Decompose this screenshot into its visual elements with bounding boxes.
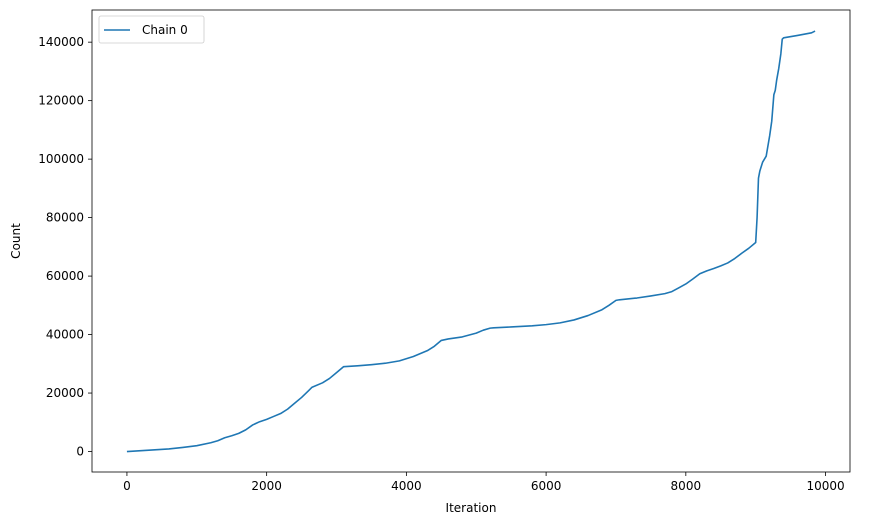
y-tick-label: 40000 <box>46 328 84 342</box>
x-axis-label: Iteration <box>446 501 497 515</box>
x-tick-label: 6000 <box>531 479 562 493</box>
y-tick-label: 60000 <box>46 269 84 283</box>
legend: Chain 0 <box>98 15 205 44</box>
y-tick-label: 140000 <box>38 35 84 49</box>
x-tick-label: 2000 <box>251 479 282 493</box>
legend-box <box>98 15 205 44</box>
y-tick-label: 20000 <box>46 386 84 400</box>
x-tick-label: 8000 <box>671 479 702 493</box>
legend-label-chain-0: Chain 0 <box>142 23 188 37</box>
plot-area <box>92 10 850 472</box>
y-tick-label: 80000 <box>46 211 84 225</box>
y-tick-label: 120000 <box>38 94 84 108</box>
y-tick-label: 0 <box>76 445 84 459</box>
y-axis-ticks: 0 20000 40000 60000 80000 100000 120000 140000 <box>38 35 92 459</box>
y-axis-label: Count <box>9 223 23 259</box>
plot-frame <box>91 9 851 473</box>
y-tick-label: 100000 <box>38 152 84 166</box>
series-line-chain-0 <box>126 30 816 453</box>
x-tick-label: 10000 <box>806 479 844 493</box>
x-tick-label: 0 <box>123 479 131 493</box>
x-tick-label: 4000 <box>391 479 422 493</box>
x-axis-ticks: 0 2000 4000 6000 8000 10000 <box>123 472 845 493</box>
